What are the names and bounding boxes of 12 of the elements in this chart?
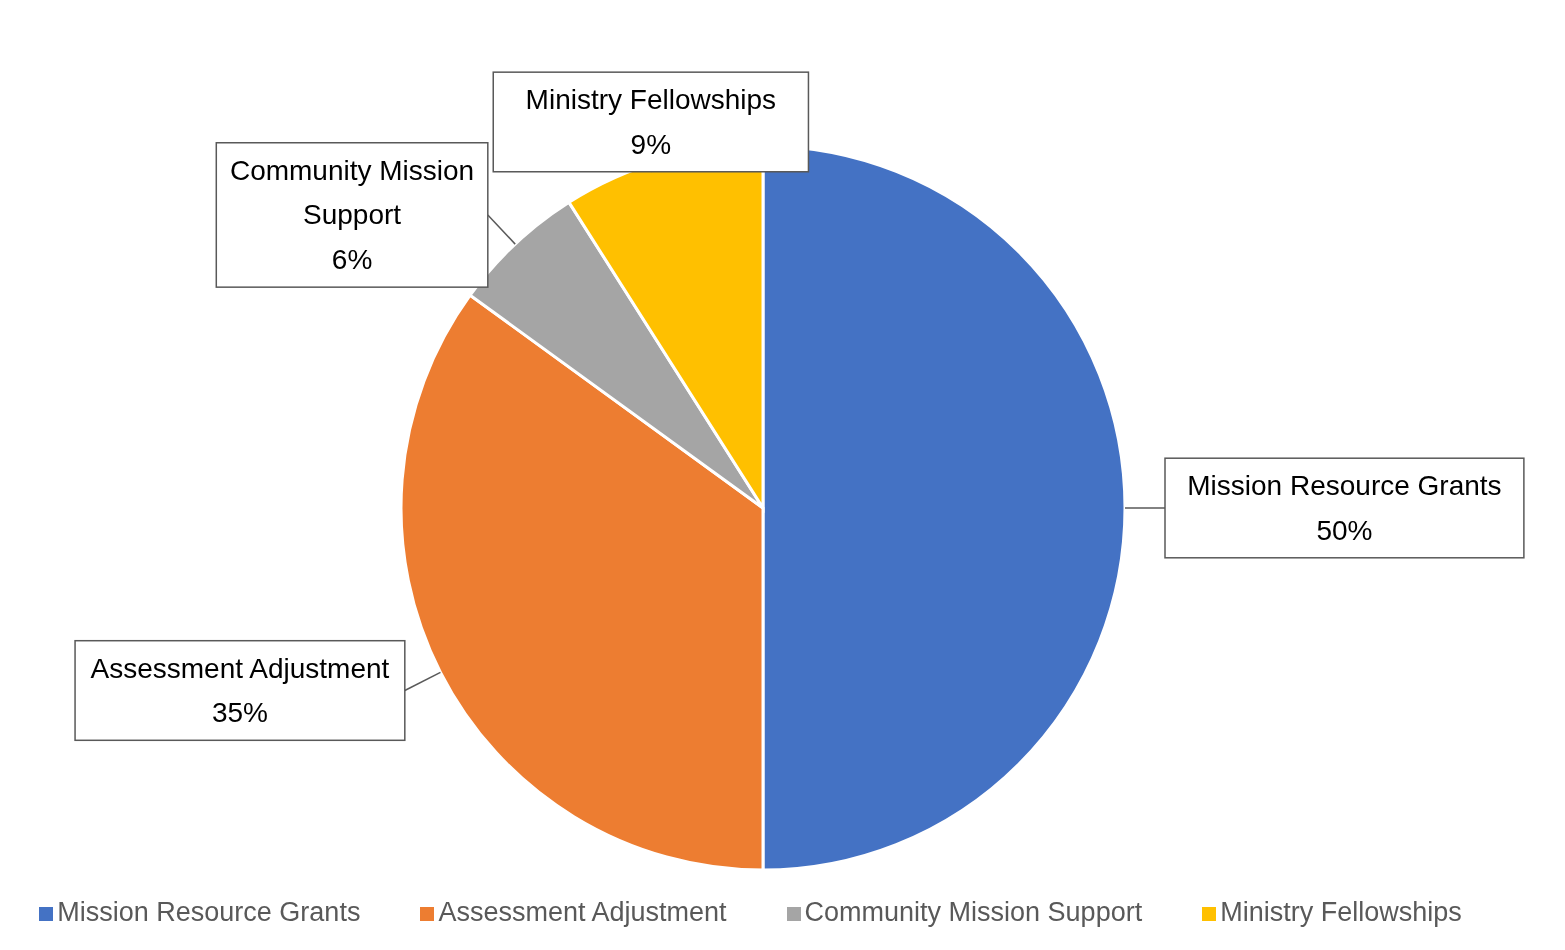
legend-label: Ministry Fellowships	[1220, 897, 1462, 927]
data-label: 9%	[630, 128, 672, 160]
legend-label: Assessment Adjustment	[438, 897, 727, 927]
slice-label: Community Mission Support	[229, 154, 475, 231]
data-label: 6%	[331, 244, 373, 276]
legend-label: Community Mission Support	[804, 897, 1143, 927]
legend-label: Mission Resource Grants	[57, 897, 361, 927]
data-label: 50%	[1316, 514, 1373, 546]
slice-label: Ministry Fellowships	[525, 84, 777, 116]
slice-label: Mission Resource Grants	[1187, 470, 1502, 502]
data-label: 35%	[211, 697, 268, 729]
slice-label: Assessment Adjustment	[90, 652, 390, 684]
